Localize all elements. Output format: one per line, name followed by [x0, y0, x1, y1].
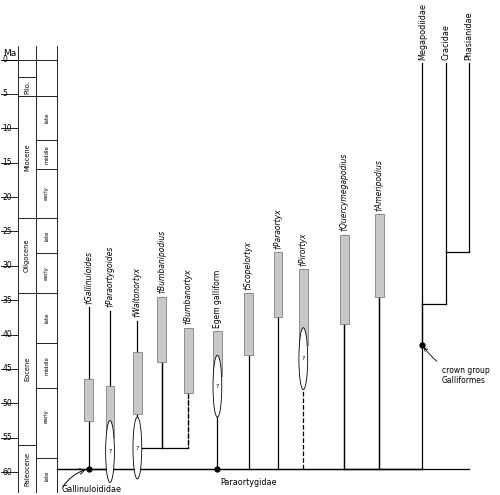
Text: early: early — [44, 409, 49, 423]
Text: 5: 5 — [2, 90, 7, 99]
Text: Megapodiidae: Megapodiidae — [418, 2, 427, 59]
Text: †Pirortyx: †Pirortyx — [299, 232, 308, 266]
Circle shape — [213, 355, 222, 417]
Text: †Bumbanipodius: †Bumbanipodius — [158, 230, 166, 294]
Text: 30: 30 — [2, 261, 12, 270]
FancyBboxPatch shape — [244, 294, 253, 355]
Text: †Paraortyx: †Paraortyx — [274, 208, 282, 248]
Text: Ma: Ma — [2, 50, 16, 58]
Text: 25: 25 — [2, 227, 12, 236]
FancyBboxPatch shape — [184, 328, 192, 393]
Text: †Scopelortyx: †Scopelortyx — [244, 241, 253, 290]
Text: Gallinuloididae: Gallinuloididae — [61, 485, 121, 494]
Text: †Bumbanortyx: †Bumbanortyx — [184, 269, 192, 324]
Text: Miocene: Miocene — [24, 143, 30, 171]
FancyBboxPatch shape — [84, 379, 93, 421]
FancyBboxPatch shape — [375, 214, 384, 297]
Text: Paleocene: Paleocene — [24, 451, 30, 486]
Text: 35: 35 — [2, 296, 12, 305]
Text: ?: ? — [136, 446, 139, 450]
FancyBboxPatch shape — [106, 386, 114, 438]
Text: 45: 45 — [2, 364, 12, 374]
FancyBboxPatch shape — [133, 352, 141, 414]
Text: 40: 40 — [2, 330, 12, 339]
Text: ?: ? — [216, 384, 219, 389]
Circle shape — [299, 328, 308, 390]
Text: 10: 10 — [2, 124, 12, 133]
Text: †Ameripodius: †Ameripodius — [375, 159, 384, 211]
Text: ?: ? — [108, 449, 112, 454]
Text: Egem galliform: Egem galliform — [213, 269, 222, 328]
Text: 0: 0 — [2, 55, 7, 64]
Text: †Paraortygoides: †Paraortygoides — [106, 246, 114, 307]
Circle shape — [133, 417, 141, 479]
Text: †Waltonortyx: †Waltonortyx — [133, 267, 142, 317]
Text: middle: middle — [44, 145, 49, 164]
Text: 15: 15 — [2, 158, 12, 167]
FancyBboxPatch shape — [274, 252, 282, 317]
Text: 55: 55 — [2, 433, 12, 442]
Text: †Gallinuloides: †Gallinuloides — [84, 250, 93, 303]
FancyBboxPatch shape — [299, 269, 308, 345]
Text: ?: ? — [302, 356, 305, 361]
Text: early: early — [44, 266, 49, 280]
Text: 20: 20 — [2, 193, 12, 201]
Text: Eocene: Eocene — [24, 356, 30, 381]
Text: early: early — [44, 187, 49, 200]
FancyBboxPatch shape — [340, 235, 348, 324]
Text: Paraortygidae: Paraortygidae — [220, 478, 277, 487]
FancyBboxPatch shape — [158, 297, 166, 362]
Text: Plio.: Plio. — [24, 80, 30, 94]
Text: late: late — [44, 470, 49, 481]
Text: late: late — [44, 230, 49, 241]
Text: middle: middle — [44, 356, 49, 375]
Text: 50: 50 — [2, 399, 12, 408]
Text: crown group
Galliformes: crown group Galliformes — [424, 348, 490, 385]
Circle shape — [106, 421, 114, 483]
Text: †Quercymegapodius: †Quercymegapodius — [340, 153, 349, 232]
Text: late: late — [44, 112, 49, 123]
Text: Cracidae: Cracidae — [442, 24, 450, 59]
Text: 60: 60 — [2, 468, 12, 477]
Text: Phasianidae: Phasianidae — [464, 11, 473, 59]
Text: Oligocene: Oligocene — [24, 239, 30, 272]
Text: late: late — [44, 312, 49, 323]
FancyBboxPatch shape — [213, 331, 222, 376]
